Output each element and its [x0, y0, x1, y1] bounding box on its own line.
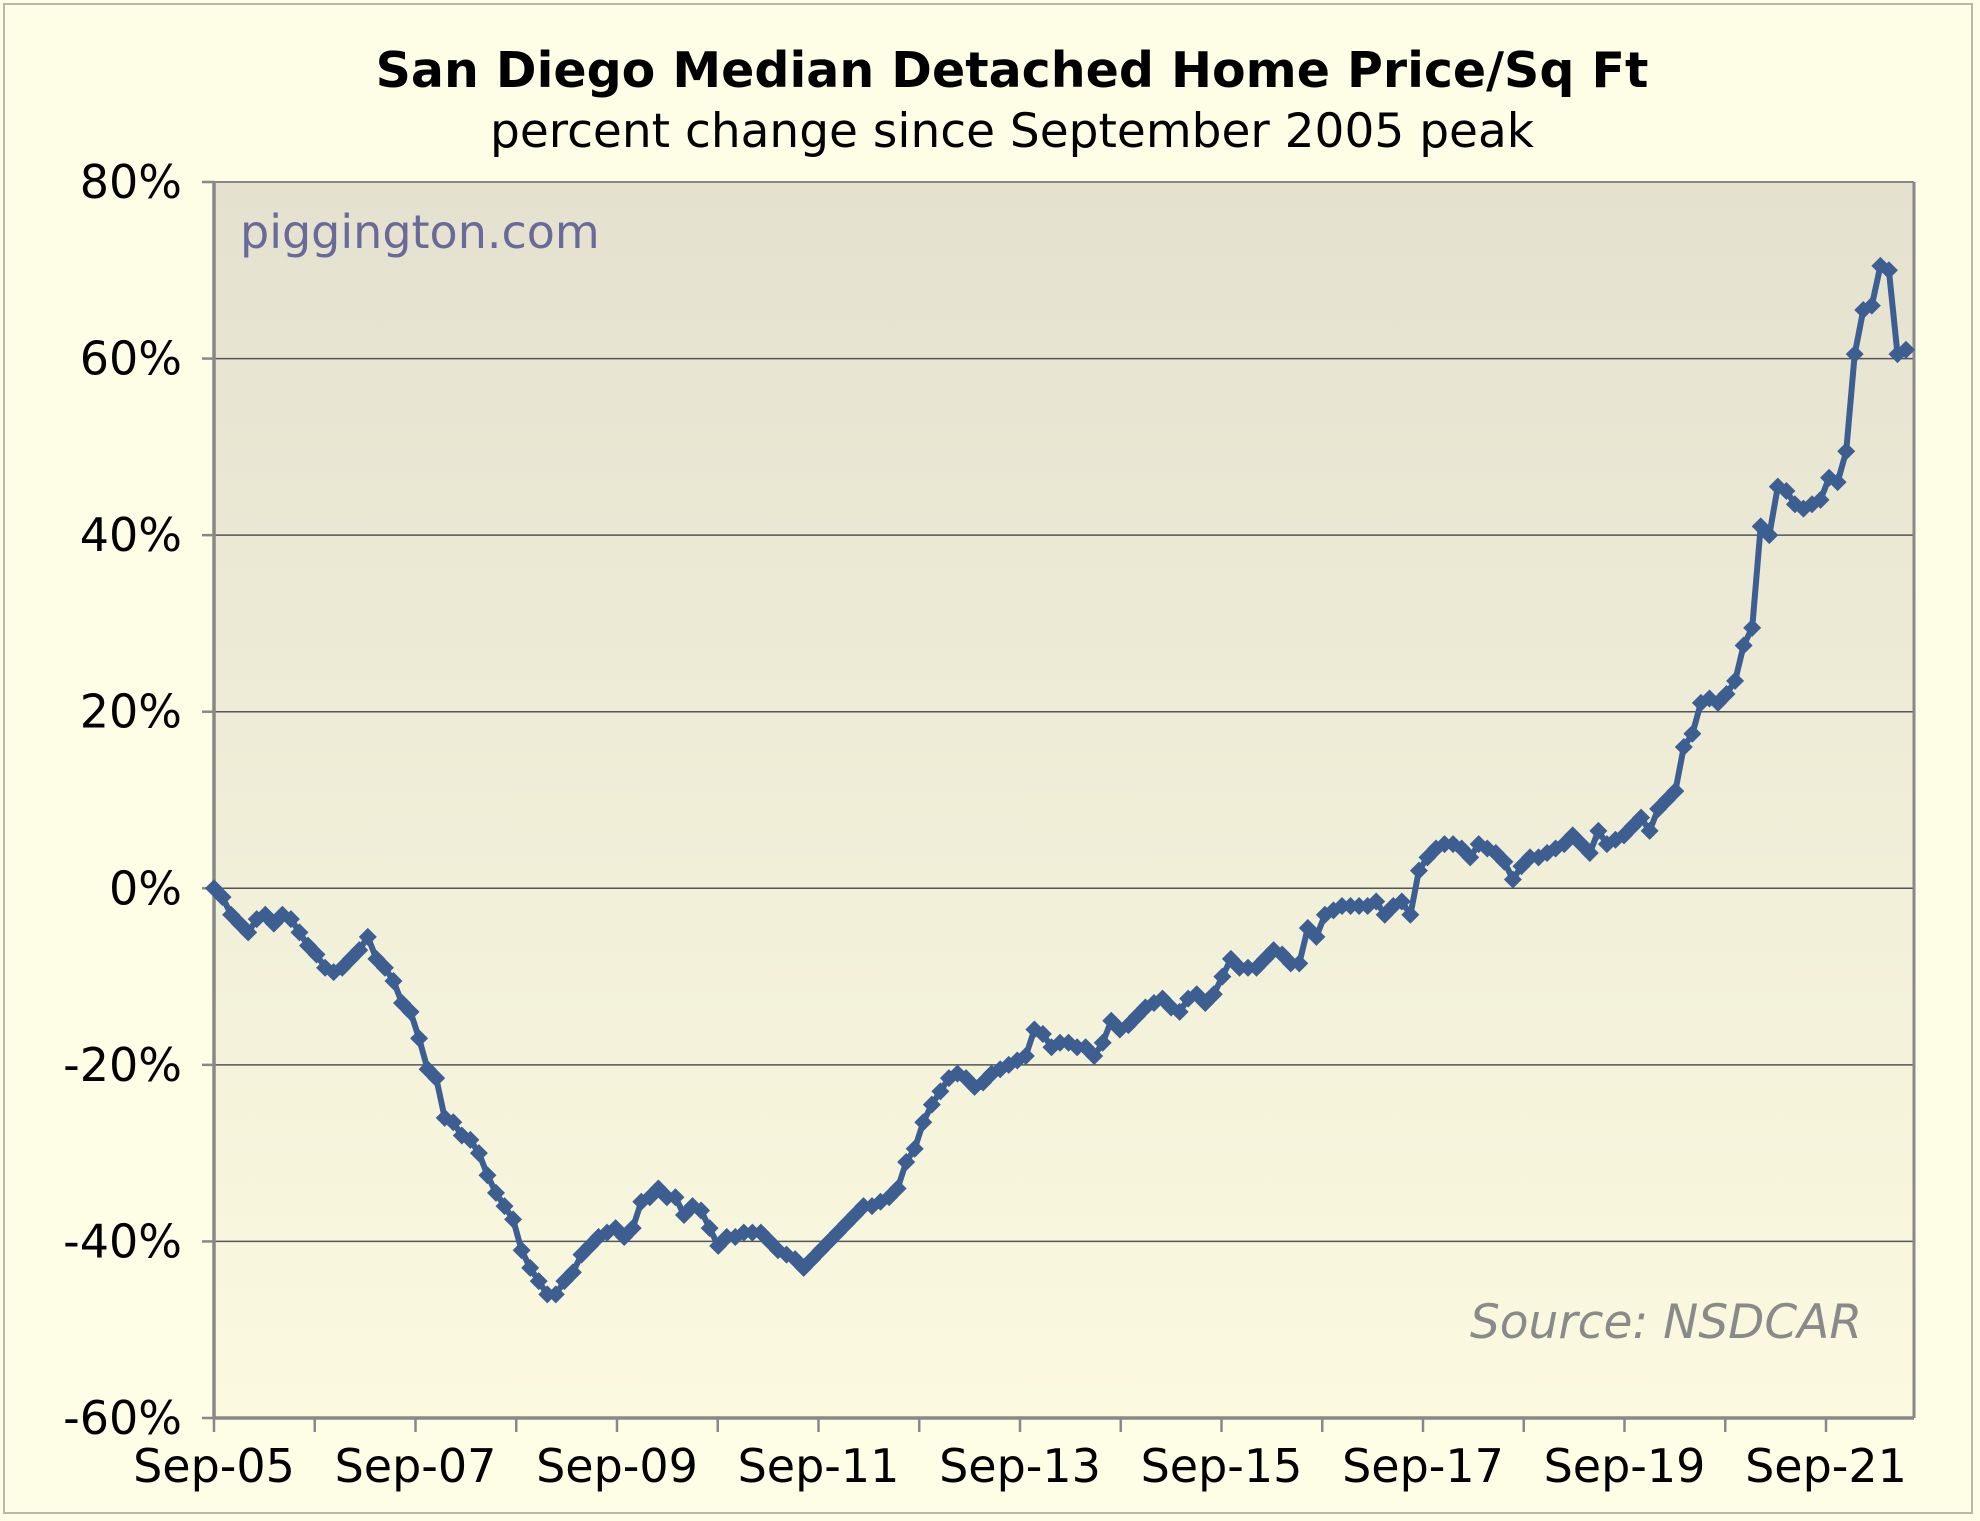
data-point — [1674, 738, 1693, 757]
source-text: Source: NSDCAR — [1470, 1295, 1862, 1350]
x-tick-label: Sep-15 — [1141, 1439, 1303, 1493]
data-point — [307, 945, 326, 964]
y-tick-label: 80% — [80, 155, 182, 209]
data-point — [1862, 296, 1881, 315]
data-point — [1367, 892, 1386, 911]
data-point — [1170, 1002, 1189, 1021]
data-point — [1777, 482, 1796, 500]
data-point — [692, 1201, 711, 1220]
data-point — [1640, 821, 1659, 840]
data-point — [358, 927, 377, 946]
data-point — [905, 1139, 924, 1158]
data-point — [931, 1082, 950, 1101]
x-tick-label: Sep-19 — [1544, 1439, 1706, 1493]
data-point — [1495, 852, 1514, 871]
data-point — [529, 1272, 548, 1291]
data-point — [1743, 618, 1762, 637]
data-point — [213, 888, 232, 907]
series-price-change — [205, 256, 1915, 1304]
data-point — [1760, 526, 1779, 545]
axes — [212, 181, 1916, 1420]
data-point — [478, 1166, 497, 1185]
x-tick-label: Sep-13 — [939, 1439, 1101, 1493]
data-point — [1879, 261, 1898, 280]
data-point — [1392, 892, 1411, 911]
x-tick-label: Sep-09 — [536, 1439, 698, 1493]
data-point — [1811, 490, 1830, 509]
data-point — [1828, 473, 1847, 492]
data-point — [427, 1069, 446, 1088]
data-point — [546, 1285, 565, 1304]
data-point — [1409, 861, 1428, 880]
data-point — [504, 1210, 523, 1229]
x-tick-label: Sep-21 — [1745, 1439, 1907, 1493]
y-tick-label: -40% — [63, 1214, 182, 1268]
data-point — [444, 1113, 463, 1132]
data-point — [563, 1263, 582, 1282]
data-point — [401, 1002, 420, 1021]
data-point — [1093, 1033, 1112, 1052]
data-point — [897, 1152, 916, 1171]
data-point — [1897, 340, 1915, 359]
data-point — [1580, 843, 1599, 862]
data-point — [410, 1029, 429, 1048]
data-point — [1837, 442, 1856, 461]
data-point — [1632, 808, 1651, 827]
chart-title: San Diego Median Detached Home Price/Sq … — [376, 42, 1649, 99]
x-tick-label: Sep-05 — [133, 1439, 295, 1493]
data-point — [1401, 905, 1420, 924]
x-axis-ticks: Sep-05 Sep-07 Sep-09 Sep-11 Sep-13 Sep-15 Sep-… — [133, 1418, 1907, 1493]
y-tick-label: 40% — [80, 508, 182, 562]
data-point — [281, 910, 300, 929]
watermark-text: piggington.com — [240, 205, 600, 259]
x-tick-label: Sep-17 — [1342, 1439, 1504, 1493]
y-tick-label: 0% — [109, 861, 182, 915]
gridlines — [214, 357, 1914, 1243]
data-point — [1845, 345, 1864, 364]
data-point — [1666, 782, 1685, 801]
y-tick-label: 60% — [80, 332, 182, 386]
y-tick-label: -60% — [63, 1391, 182, 1445]
y-axis-ticks: 80% 60% 40% 20% 0% -20% -40% -60% — [63, 155, 214, 1445]
chart-frame — [3, 3, 1973, 1514]
data-point — [521, 1258, 540, 1277]
data-point — [1726, 671, 1745, 690]
data-point — [512, 1241, 531, 1260]
data-point — [1213, 967, 1232, 986]
data-point — [375, 958, 394, 977]
data-point — [290, 923, 309, 942]
data-point — [461, 1130, 480, 1149]
data-point — [1734, 636, 1753, 655]
data-point — [1683, 724, 1702, 743]
data-point — [350, 941, 369, 960]
data-point — [1461, 848, 1480, 867]
data-point — [1589, 821, 1608, 840]
data-point — [914, 1113, 933, 1132]
data-point — [922, 1095, 941, 1114]
x-tick-label: Sep-11 — [738, 1439, 900, 1493]
data-point — [1033, 1024, 1052, 1043]
data-point — [487, 1183, 505, 1202]
x-tick-label: Sep-07 — [335, 1439, 497, 1493]
data-point — [1307, 927, 1326, 946]
data-point — [666, 1188, 685, 1207]
data-point — [1290, 954, 1309, 973]
y-tick-label: -20% — [63, 1038, 182, 1092]
data-point — [1085, 1047, 1104, 1066]
data-point — [888, 1179, 907, 1198]
plot-area — [214, 182, 1914, 1418]
data-point — [1503, 870, 1522, 889]
data-point — [1204, 985, 1223, 1004]
data-point — [700, 1219, 719, 1238]
data-point — [1717, 685, 1736, 704]
chart-subtitle: percent change since September 2005 peak — [490, 104, 1535, 159]
data-point — [469, 1144, 488, 1163]
data-point — [1016, 1047, 1035, 1066]
data-point — [384, 971, 403, 990]
data-point — [495, 1197, 514, 1216]
y-tick-label: 20% — [80, 685, 182, 739]
data-point — [623, 1219, 642, 1238]
data-point — [239, 923, 258, 942]
